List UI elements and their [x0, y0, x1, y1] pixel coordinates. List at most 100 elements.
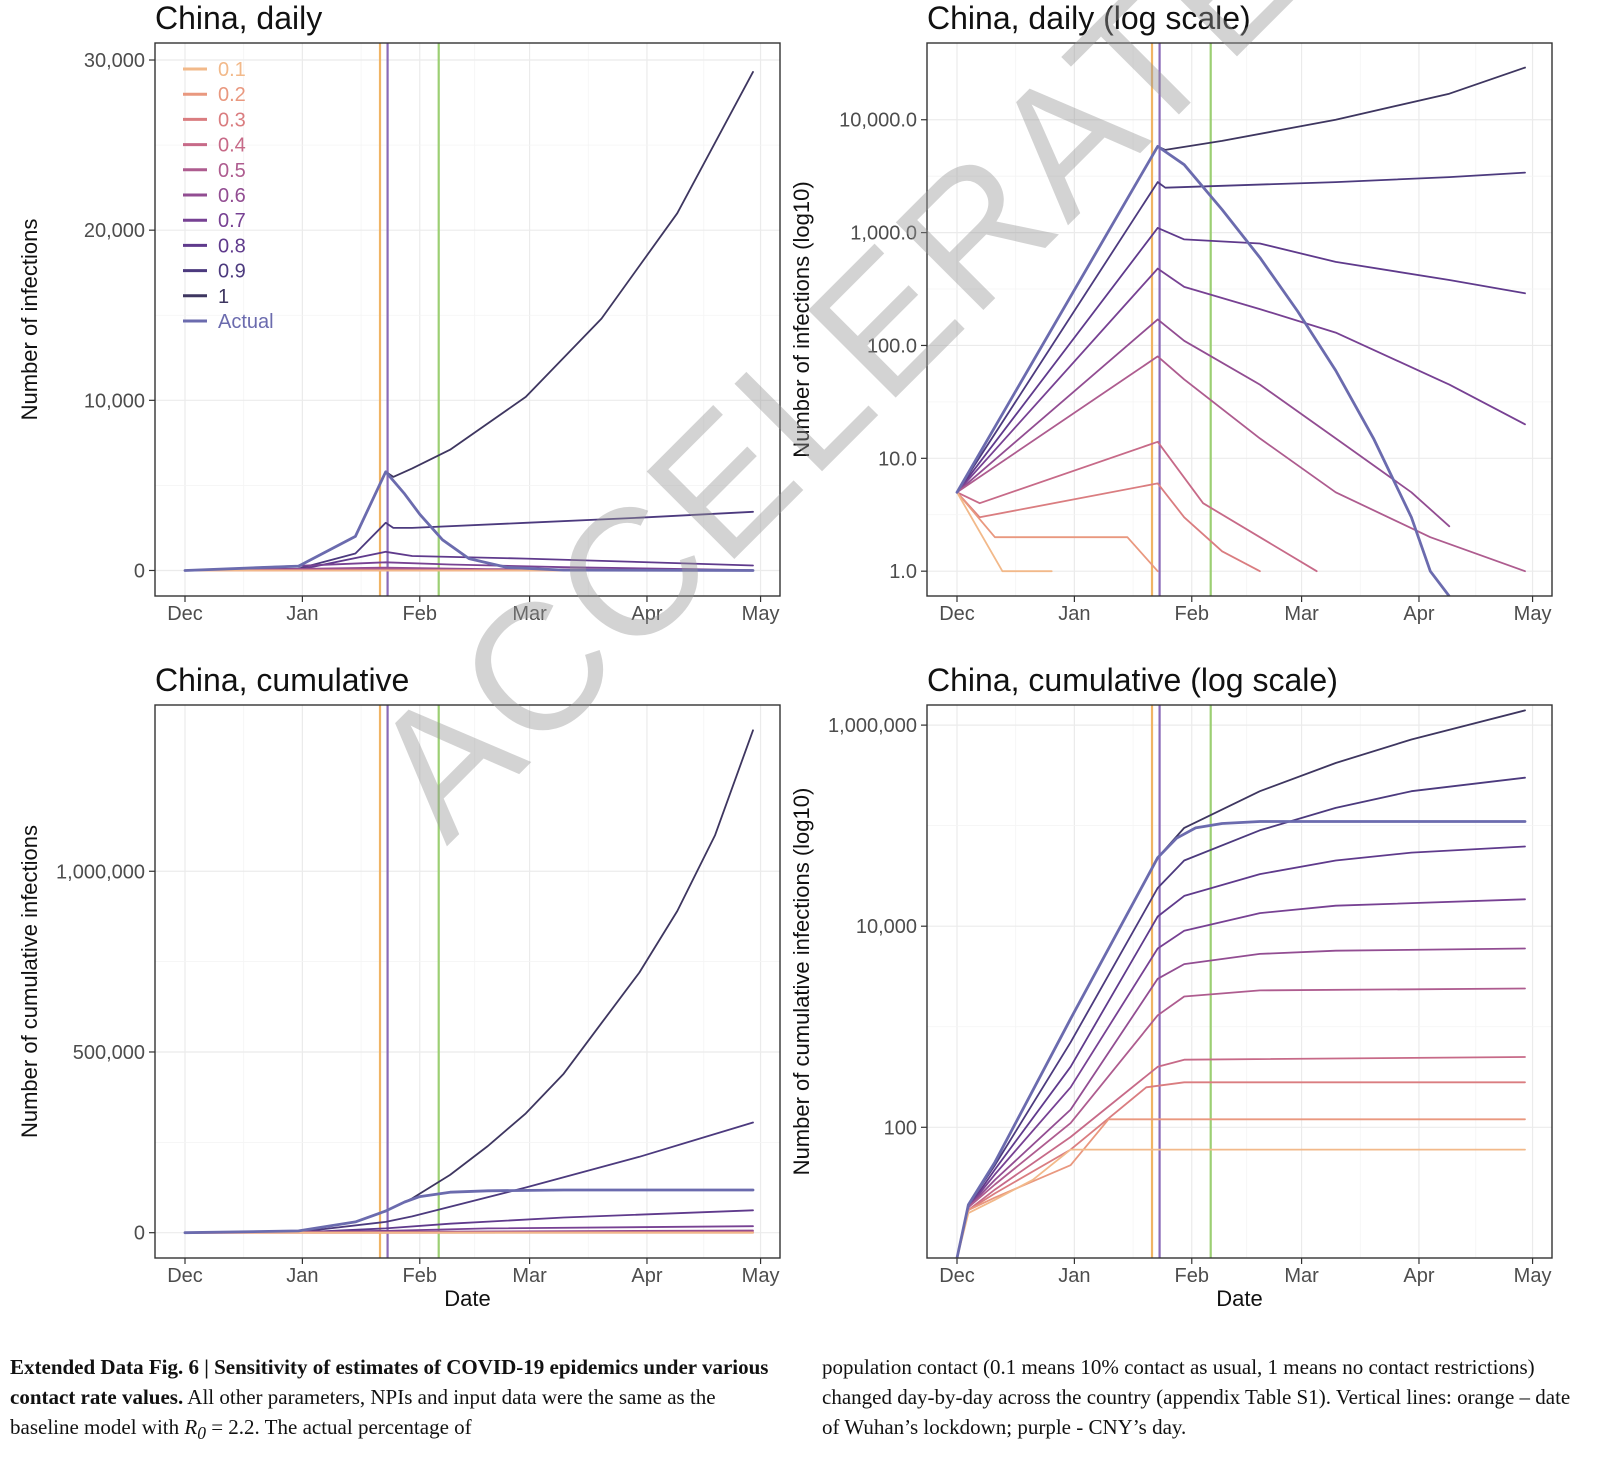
caption-figure-label: Extended Data Fig. 6 | Sensitivity of es… — [10, 1355, 769, 1409]
y-tick-label: 0 — [134, 1223, 145, 1245]
y-axis: 0 10,000 20,000 30,000 — [84, 50, 155, 582]
reference-lines — [1150, 705, 1212, 1258]
caption-r0-symbol: R — [184, 1415, 198, 1439]
legend-label: 0.1 — [218, 59, 246, 81]
x-tick-label: Dec — [939, 603, 975, 625]
legend-label: 0.9 — [218, 261, 246, 283]
panel-china-cumulative: Dec Jan Feb Mar Apr May 0 500,000 1,000,000 China… — [17, 662, 781, 1311]
y-tick-label: 100.0 — [867, 335, 917, 357]
legend-label: 0.8 — [218, 235, 246, 257]
legend-label: 0.4 — [218, 135, 246, 157]
series-line-0-3 — [956, 482, 1261, 573]
y-axis-label: Number of infections (log10) — [789, 181, 814, 457]
series-line-0-9 — [184, 510, 754, 572]
caption-r0-subscript: 0 — [197, 1423, 206, 1444]
figure-caption: Extended Data Fig. 6 | Sensitivity of es… — [10, 1352, 1590, 1452]
x-tick-label: May — [742, 603, 780, 625]
y-tick-label: 10,000 — [84, 390, 145, 412]
x-tick-label: Apr — [631, 603, 662, 625]
x-tick-label: Apr — [1403, 603, 1434, 625]
x-axis: Dec Jan Feb Mar Apr May — [167, 1258, 779, 1287]
series-line-actual — [183, 470, 755, 572]
y-tick-label: 0 — [134, 560, 145, 582]
legend-label: 0.7 — [218, 210, 246, 232]
series-line-0-5 — [956, 355, 1526, 573]
reference-lines — [378, 705, 440, 1258]
panel-china-daily-log: Dec Jan Feb Mar Apr May 1.0 10.0 100.0 1,000.0 10,… — [789, 0, 1553, 625]
caption-r0-value: = 2.2. The actual percentage of — [205, 1415, 472, 1439]
x-tick-label: Feb — [403, 603, 437, 625]
plot-border — [926, 704, 1553, 1259]
x-tick-label: Apr — [1403, 1265, 1434, 1287]
x-axis: Dec Jan Feb Mar Apr May — [939, 1258, 1551, 1287]
series-line-0-8 — [956, 845, 1526, 1258]
series-lines — [183, 71, 755, 572]
legend-label: 0.2 — [218, 84, 246, 106]
y-axis: 0 500,000 1,000,000 — [56, 861, 155, 1245]
legend-label: Actual — [218, 311, 274, 333]
y-axis: 1.0 10.0 100.0 1,000.0 10,000.0 — [839, 110, 927, 583]
series-line-actual — [955, 820, 1527, 1258]
x-tick-label: Dec — [939, 1265, 975, 1287]
y-tick-label: 10.0 — [878, 448, 917, 470]
x-tick-label: Jan — [1058, 603, 1090, 625]
x-tick-label: Dec — [167, 603, 203, 625]
gridlines — [155, 43, 780, 596]
legend-label: 1 — [218, 286, 229, 308]
legend-item: 0.5 — [183, 160, 246, 182]
series-line-actual — [183, 1188, 755, 1235]
y-tick-label: 1,000,000 — [828, 715, 917, 737]
plot-background — [155, 705, 780, 1258]
legend-item: 0.9 — [183, 261, 246, 283]
legend-item: Actual — [183, 311, 274, 333]
x-tick-label: Mar — [512, 1265, 547, 1287]
reference-lines — [1150, 43, 1212, 596]
x-tick-label: Feb — [1175, 603, 1209, 625]
series-line-0-9 — [956, 171, 1526, 494]
reference-lines — [378, 43, 440, 596]
y-tick-label: 30,000 — [84, 50, 145, 72]
legend-item: 1 — [183, 286, 229, 308]
x-tick-label: May — [1514, 603, 1552, 625]
y-axis-label: Number of infections — [17, 219, 42, 421]
series-line-0-7 — [956, 898, 1526, 1258]
series-line-actual — [955, 144, 1451, 596]
series-lines — [955, 66, 1526, 596]
chart-title-china-cumulative: China, cumulative — [155, 662, 409, 698]
series-line-0-6 — [956, 318, 1451, 528]
x-axis: Dec Jan Feb Mar Apr May — [939, 596, 1551, 625]
panel-china-cumulative-log: Dec Jan Feb Mar Apr May 100 10,000 1,000,000 Chin… — [789, 662, 1553, 1311]
plot-border — [926, 42, 1553, 597]
series-line-0-1 — [956, 1148, 1526, 1258]
x-tick-label: Mar — [1284, 1265, 1319, 1287]
legend-label: 0.5 — [218, 160, 246, 182]
plot-background — [927, 43, 1552, 596]
x-axis-label: Date — [1216, 1286, 1262, 1311]
plot-background — [155, 43, 780, 596]
legend-item: 0.4 — [183, 135, 246, 157]
series-line-0-2 — [956, 491, 1159, 573]
chart-title-china-cumulative-log-scale: China, cumulative (log scale) — [927, 662, 1338, 698]
x-tick-label: Apr — [631, 1265, 662, 1287]
x-axis: Dec Jan Feb Mar Apr May — [167, 596, 779, 625]
plot-border — [154, 42, 781, 597]
x-tick-label: Feb — [1175, 1265, 1209, 1287]
series-lines — [183, 729, 755, 1235]
figure-canvas: Dec Jan Feb Mar Apr May 0 10,000 20,000 30,000 Chi… — [17, 0, 1553, 1311]
chart-title-china-daily: China, daily — [155, 0, 322, 36]
x-tick-label: Dec — [167, 1265, 203, 1287]
x-tick-label: May — [1514, 1265, 1552, 1287]
series-line-0-1 — [956, 491, 1053, 573]
series-line-0-4 — [956, 440, 1318, 573]
y-tick-label: 1.0 — [889, 561, 917, 583]
x-tick-label: Mar — [512, 603, 547, 625]
series-line-0-7 — [956, 267, 1526, 494]
series-line-0-5 — [956, 987, 1526, 1258]
plot-background — [927, 705, 1552, 1258]
legend-label: 0.6 — [218, 185, 246, 207]
x-tick-label: Jan — [286, 603, 318, 625]
legend-item: 0.7 — [183, 210, 246, 232]
caption-right-column: population contact (0.1 means 10% contac… — [822, 1352, 1590, 1442]
x-tick-label: May — [742, 1265, 780, 1287]
y-tick-label: 10,000 — [856, 916, 917, 938]
